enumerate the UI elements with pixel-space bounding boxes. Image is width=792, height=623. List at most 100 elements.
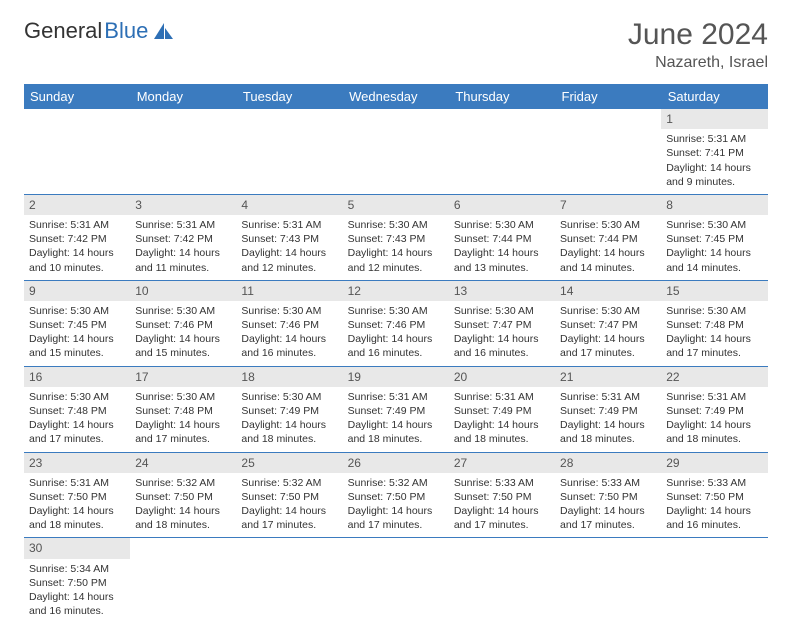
sunset-text: Sunset: 7:50 PM — [560, 490, 656, 504]
sunset-text: Sunset: 7:45 PM — [666, 232, 762, 246]
day-details: Sunrise: 5:30 AMSunset: 7:44 PMDaylight:… — [555, 215, 661, 280]
sunrise-text: Sunrise: 5:31 AM — [348, 390, 444, 404]
calendar-cell: 25Sunrise: 5:32 AMSunset: 7:50 PMDayligh… — [236, 452, 342, 538]
sunset-text: Sunset: 7:42 PM — [135, 232, 231, 246]
sunrise-text: Sunrise: 5:30 AM — [135, 304, 231, 318]
sunset-text: Sunset: 7:50 PM — [135, 490, 231, 504]
sunrise-text: Sunrise: 5:32 AM — [241, 476, 337, 490]
calendar-cell: 19Sunrise: 5:31 AMSunset: 7:49 PMDayligh… — [343, 366, 449, 452]
day-details: Sunrise: 5:30 AMSunset: 7:48 PMDaylight:… — [130, 387, 236, 452]
sunrise-text: Sunrise: 5:31 AM — [135, 218, 231, 232]
sunrise-text: Sunrise: 5:33 AM — [560, 476, 656, 490]
sunrise-text: Sunrise: 5:31 AM — [666, 390, 762, 404]
calendar-cell — [236, 538, 342, 623]
calendar-cell: 7Sunrise: 5:30 AMSunset: 7:44 PMDaylight… — [555, 194, 661, 280]
sunset-text: Sunset: 7:44 PM — [454, 232, 550, 246]
day-number: 23 — [24, 453, 130, 473]
day-number: 18 — [236, 367, 342, 387]
day-details: Sunrise: 5:30 AMSunset: 7:47 PMDaylight:… — [555, 301, 661, 366]
calendar-cell: 24Sunrise: 5:32 AMSunset: 7:50 PMDayligh… — [130, 452, 236, 538]
day-number: 16 — [24, 367, 130, 387]
sunset-text: Sunset: 7:48 PM — [666, 318, 762, 332]
sunrise-text: Sunrise: 5:30 AM — [454, 304, 550, 318]
calendar-cell: 6Sunrise: 5:30 AMSunset: 7:44 PMDaylight… — [449, 194, 555, 280]
calendar-cell — [555, 109, 661, 194]
calendar-cell — [236, 109, 342, 194]
weekday-header: Friday — [555, 84, 661, 109]
day-number: 25 — [236, 453, 342, 473]
day-details: Sunrise: 5:30 AMSunset: 7:46 PMDaylight:… — [343, 301, 449, 366]
sunrise-text: Sunrise: 5:30 AM — [560, 304, 656, 318]
page-title: June 2024 — [628, 18, 768, 52]
sunrise-text: Sunrise: 5:30 AM — [666, 304, 762, 318]
day-details: Sunrise: 5:32 AMSunset: 7:50 PMDaylight:… — [236, 473, 342, 538]
calendar-cell — [343, 538, 449, 623]
weekday-header-row: SundayMondayTuesdayWednesdayThursdayFrid… — [24, 84, 768, 109]
daylight-text: Daylight: 14 hours and 18 minutes. — [135, 504, 231, 532]
calendar-cell — [661, 538, 767, 623]
daylight-text: Daylight: 14 hours and 13 minutes. — [454, 246, 550, 274]
logo-sail-icon — [153, 22, 175, 40]
sunrise-text: Sunrise: 5:30 AM — [29, 304, 125, 318]
calendar-week-row: 1Sunrise: 5:31 AMSunset: 7:41 PMDaylight… — [24, 109, 768, 194]
sunset-text: Sunset: 7:49 PM — [454, 404, 550, 418]
day-number: 10 — [130, 281, 236, 301]
location-label: Nazareth, Israel — [628, 54, 768, 72]
sunset-text: Sunset: 7:43 PM — [348, 232, 444, 246]
logo: GeneralBlue — [24, 18, 175, 44]
daylight-text: Daylight: 14 hours and 18 minutes. — [454, 418, 550, 446]
weekday-header: Wednesday — [343, 84, 449, 109]
day-details: Sunrise: 5:31 AMSunset: 7:42 PMDaylight:… — [24, 215, 130, 280]
day-number: 12 — [343, 281, 449, 301]
sunset-text: Sunset: 7:46 PM — [241, 318, 337, 332]
calendar-cell — [130, 109, 236, 194]
calendar-cell: 28Sunrise: 5:33 AMSunset: 7:50 PMDayligh… — [555, 452, 661, 538]
sunset-text: Sunset: 7:49 PM — [241, 404, 337, 418]
calendar-cell: 20Sunrise: 5:31 AMSunset: 7:49 PMDayligh… — [449, 366, 555, 452]
calendar-cell: 21Sunrise: 5:31 AMSunset: 7:49 PMDayligh… — [555, 366, 661, 452]
day-number: 24 — [130, 453, 236, 473]
sunset-text: Sunset: 7:46 PM — [348, 318, 444, 332]
day-number: 11 — [236, 281, 342, 301]
calendar-cell: 1Sunrise: 5:31 AMSunset: 7:41 PMDaylight… — [661, 109, 767, 194]
daylight-text: Daylight: 14 hours and 18 minutes. — [241, 418, 337, 446]
day-details: Sunrise: 5:33 AMSunset: 7:50 PMDaylight:… — [449, 473, 555, 538]
day-details: Sunrise: 5:31 AMSunset: 7:49 PMDaylight:… — [343, 387, 449, 452]
sunrise-text: Sunrise: 5:30 AM — [29, 390, 125, 404]
calendar-cell: 14Sunrise: 5:30 AMSunset: 7:47 PMDayligh… — [555, 280, 661, 366]
day-details: Sunrise: 5:31 AMSunset: 7:49 PMDaylight:… — [661, 387, 767, 452]
day-details: Sunrise: 5:30 AMSunset: 7:45 PMDaylight:… — [24, 301, 130, 366]
daylight-text: Daylight: 14 hours and 16 minutes. — [29, 590, 125, 618]
daylight-text: Daylight: 14 hours and 11 minutes. — [135, 246, 231, 274]
calendar-cell: 16Sunrise: 5:30 AMSunset: 7:48 PMDayligh… — [24, 366, 130, 452]
sunrise-text: Sunrise: 5:30 AM — [666, 218, 762, 232]
day-number: 3 — [130, 195, 236, 215]
calendar-cell: 11Sunrise: 5:30 AMSunset: 7:46 PMDayligh… — [236, 280, 342, 366]
sunrise-text: Sunrise: 5:30 AM — [348, 304, 444, 318]
sunset-text: Sunset: 7:47 PM — [560, 318, 656, 332]
daylight-text: Daylight: 14 hours and 16 minutes. — [241, 332, 337, 360]
calendar-week-row: 23Sunrise: 5:31 AMSunset: 7:50 PMDayligh… — [24, 452, 768, 538]
day-details: Sunrise: 5:30 AMSunset: 7:46 PMDaylight:… — [130, 301, 236, 366]
header: GeneralBlue June 2024 Nazareth, Israel — [24, 18, 768, 72]
sunset-text: Sunset: 7:44 PM — [560, 232, 656, 246]
day-number: 1 — [661, 109, 767, 129]
calendar-body: 1Sunrise: 5:31 AMSunset: 7:41 PMDaylight… — [24, 109, 768, 623]
day-details: Sunrise: 5:30 AMSunset: 7:48 PMDaylight:… — [24, 387, 130, 452]
calendar-week-row: 2Sunrise: 5:31 AMSunset: 7:42 PMDaylight… — [24, 194, 768, 280]
sunrise-text: Sunrise: 5:34 AM — [29, 562, 125, 576]
day-details: Sunrise: 5:34 AMSunset: 7:50 PMDaylight:… — [24, 559, 130, 623]
calendar-cell: 9Sunrise: 5:30 AMSunset: 7:45 PMDaylight… — [24, 280, 130, 366]
sunrise-text: Sunrise: 5:30 AM — [560, 218, 656, 232]
day-number: 7 — [555, 195, 661, 215]
day-number: 22 — [661, 367, 767, 387]
sunset-text: Sunset: 7:45 PM — [29, 318, 125, 332]
day-number: 8 — [661, 195, 767, 215]
daylight-text: Daylight: 14 hours and 17 minutes. — [348, 504, 444, 532]
calendar-cell: 29Sunrise: 5:33 AMSunset: 7:50 PMDayligh… — [661, 452, 767, 538]
title-block: June 2024 Nazareth, Israel — [628, 18, 768, 72]
day-number: 15 — [661, 281, 767, 301]
sunset-text: Sunset: 7:47 PM — [454, 318, 550, 332]
sunrise-text: Sunrise: 5:31 AM — [560, 390, 656, 404]
calendar-week-row: 30Sunrise: 5:34 AMSunset: 7:50 PMDayligh… — [24, 538, 768, 623]
